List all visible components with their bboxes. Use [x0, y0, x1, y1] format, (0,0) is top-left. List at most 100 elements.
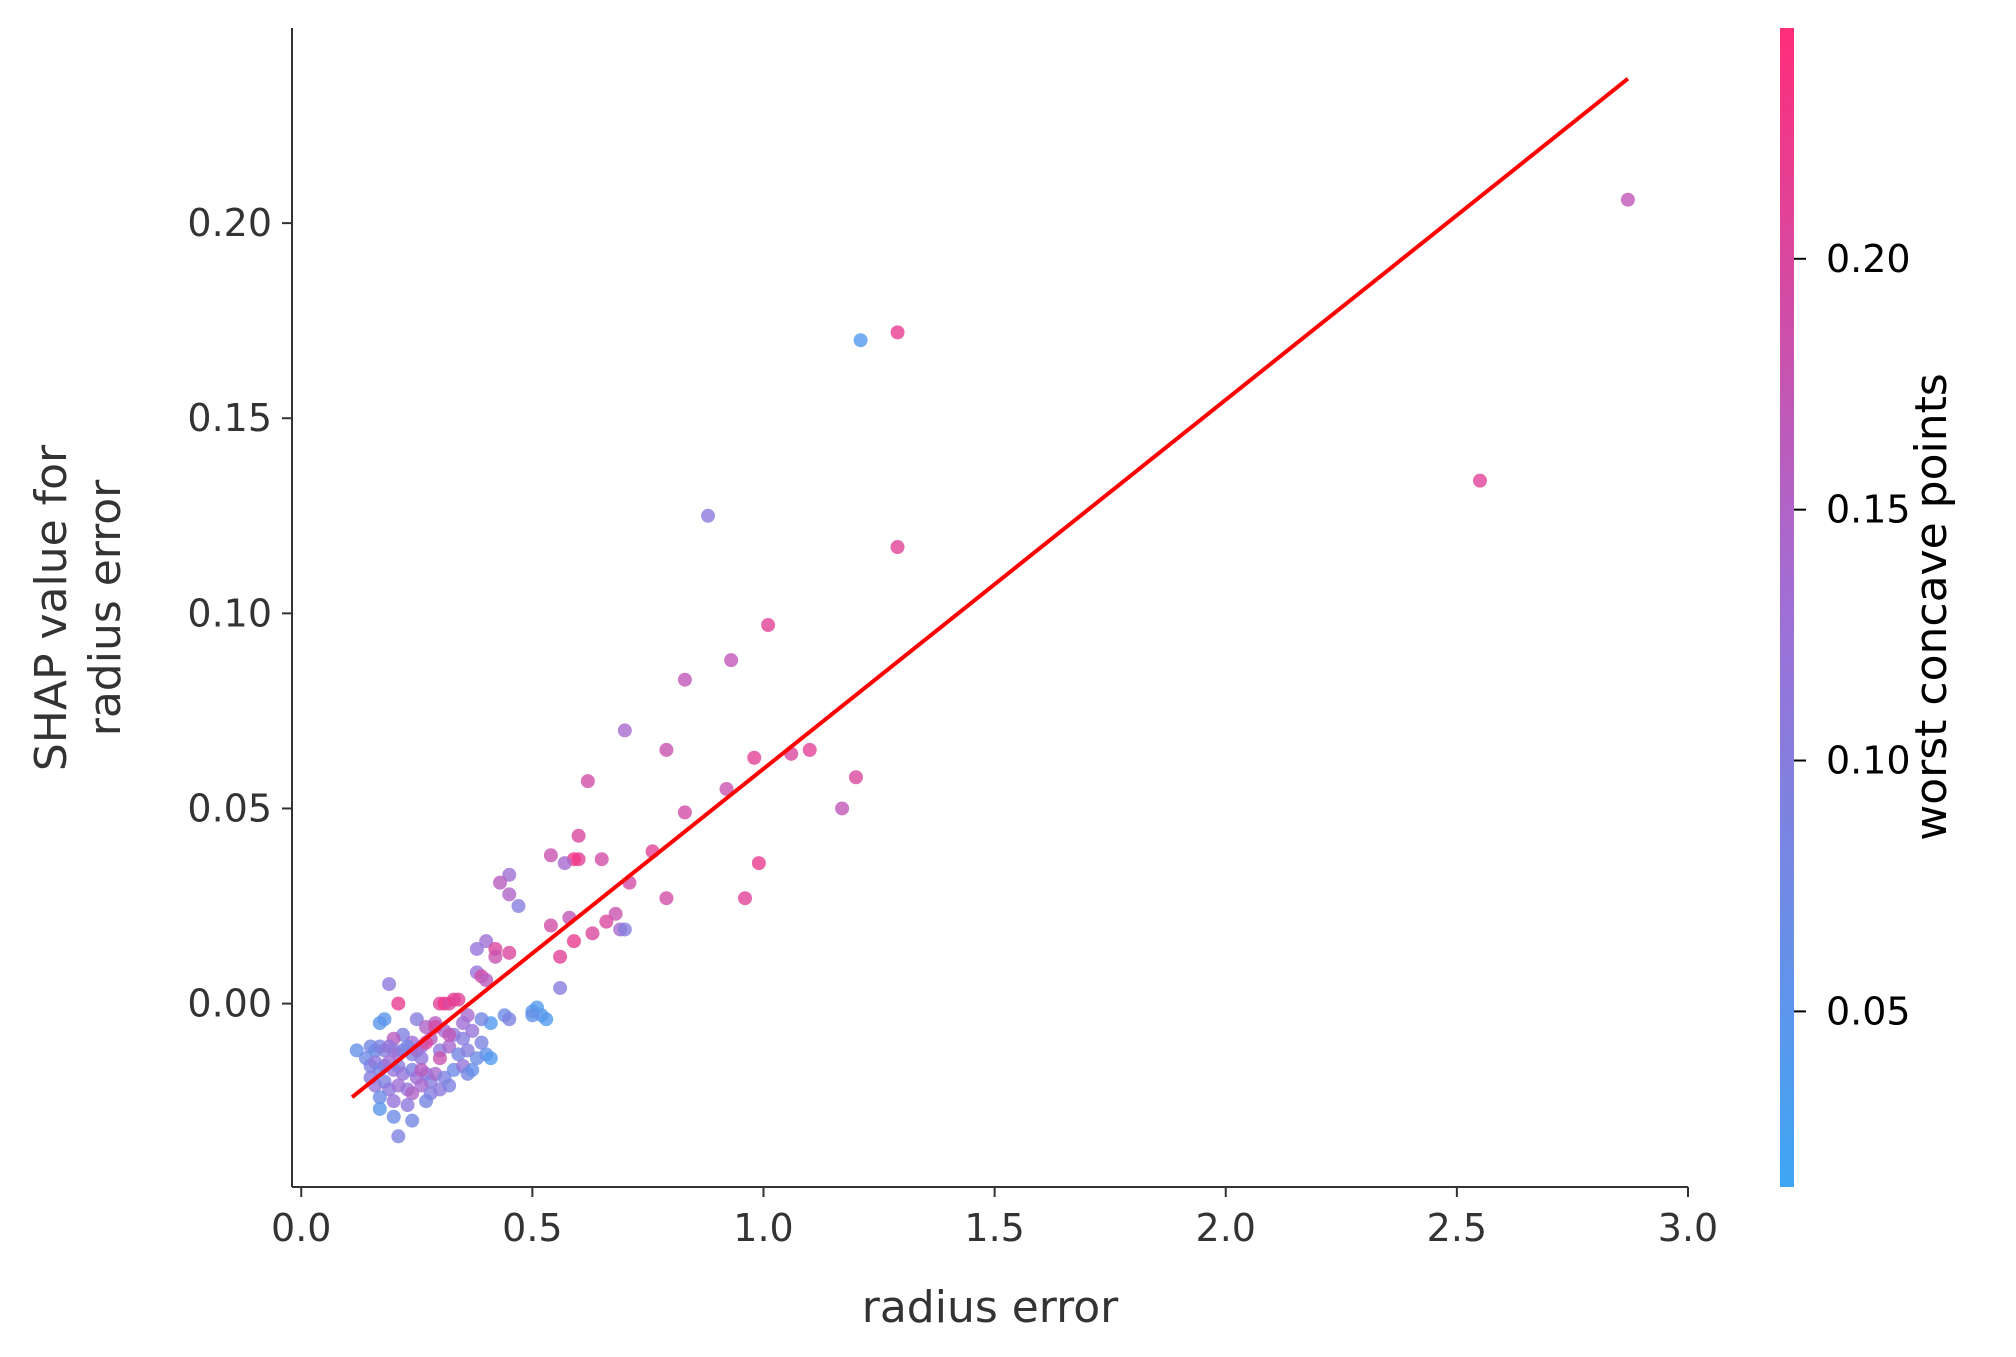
- colorbar: [1780, 28, 1794, 1187]
- x-tick-label: 0.5: [502, 1206, 562, 1250]
- scatter-point: [608, 906, 623, 921]
- scatter-point: [594, 852, 609, 867]
- scatter-point: [414, 1051, 429, 1066]
- scatter-point: [502, 867, 517, 882]
- scatter-point: [835, 801, 850, 816]
- scatter-point: [617, 922, 632, 937]
- x-ticks: 0.0 0.5 1.0 1.5 2.0 2.5 3.0: [271, 1187, 1718, 1250]
- scatter-point: [747, 750, 762, 765]
- scatter-point: [469, 941, 484, 956]
- scatter-point: [456, 1016, 471, 1031]
- scatter-point: [372, 1016, 387, 1031]
- axes: [291, 28, 1688, 1188]
- y-tick-label: 0.20: [187, 201, 272, 245]
- x-axis-label: radius error: [862, 1282, 1119, 1333]
- scatter-point: [677, 672, 692, 687]
- scatter-point: [853, 333, 868, 348]
- y-tick-label: 0.00: [187, 982, 272, 1026]
- y-tick-label: 0.10: [187, 591, 272, 635]
- scatter-point: [442, 1078, 457, 1093]
- scatter-point: [432, 1051, 447, 1066]
- scatter-point: [502, 887, 517, 902]
- scatter-point: [525, 1008, 540, 1023]
- scatter-point: [543, 918, 558, 933]
- scatter-point: [372, 1090, 387, 1105]
- scatter-point: [349, 1043, 364, 1058]
- y-axis-label-line2: radius error: [80, 479, 131, 736]
- scatter-point: [659, 742, 674, 757]
- x-tick-label: 1.0: [733, 1206, 793, 1250]
- scatter-point: [382, 977, 397, 992]
- scatter-point: [571, 828, 586, 843]
- scatter-point: [719, 781, 734, 796]
- colorbar-label: worst concave points: [1906, 373, 1957, 841]
- scatter-point: [1620, 192, 1635, 207]
- colorbar-tick-label: 0.05: [1826, 989, 1911, 1033]
- colorbar-tick-label: 0.10: [1826, 739, 1911, 783]
- scatter-point: [802, 742, 817, 757]
- scatter-point: [848, 770, 863, 785]
- scatter-point: [502, 945, 517, 960]
- colorbar-tick-label: 0.20: [1826, 237, 1911, 281]
- scatter-point: [751, 856, 766, 871]
- scatter-point: [372, 1101, 387, 1116]
- scatter-point: [405, 1113, 420, 1128]
- scatter-point: [553, 949, 568, 964]
- scatter-point: [409, 1012, 424, 1027]
- x-tick-label: 3.0: [1658, 1206, 1718, 1250]
- scatter-point: [890, 540, 905, 555]
- y-tick-label: 0.05: [187, 786, 272, 830]
- x-tick-label: 0.0: [271, 1206, 331, 1250]
- scatter-point: [659, 891, 674, 906]
- scatter-point: [580, 774, 595, 789]
- scatter-point: [599, 914, 614, 929]
- scatter-point: [391, 996, 406, 1011]
- colorbar-ticks: 0.05 0.10 0.15 0.20: [1794, 237, 1911, 1033]
- scatter-point: [456, 1031, 471, 1046]
- scatter-point: [493, 875, 508, 890]
- scatter-point: [1472, 473, 1487, 488]
- scatter-point: [557, 856, 572, 871]
- scatter-points: [349, 192, 1635, 1144]
- scatter-point: [460, 1043, 475, 1058]
- scatter-point: [701, 508, 716, 523]
- x-tick-label: 1.5: [964, 1206, 1024, 1250]
- scatter-point: [479, 934, 494, 949]
- scatter-point: [585, 926, 600, 941]
- y-ticks: 0.00 0.05 0.10 0.15 0.20: [187, 201, 292, 1026]
- scatter-point: [539, 1012, 554, 1027]
- scatter-point: [553, 980, 568, 995]
- scatter-point: [761, 618, 776, 633]
- scatter-point: [502, 1012, 517, 1027]
- scatter-point: [724, 653, 739, 668]
- colorbar-tick-label: 0.15: [1826, 488, 1911, 532]
- scatter-point: [474, 1012, 489, 1027]
- scatter-point: [617, 723, 632, 738]
- scatter-point: [543, 848, 558, 863]
- scatter-point: [414, 1078, 429, 1093]
- y-axis-label-group: SHAP value for radius error: [26, 444, 131, 771]
- scatter-point: [391, 1129, 406, 1144]
- scatter-point: [677, 805, 692, 820]
- scatter-point: [442, 1027, 457, 1042]
- scatter-point: [465, 1062, 480, 1077]
- scatter-point: [451, 992, 466, 1007]
- x-tick-label: 2.0: [1196, 1206, 1256, 1250]
- y-tick-label: 0.15: [187, 396, 272, 440]
- scatter-point: [479, 973, 494, 988]
- scatter-point: [419, 1094, 434, 1109]
- scatter-point: [405, 1086, 420, 1101]
- trend-line: [350, 77, 1630, 1099]
- scatter-point: [738, 891, 753, 906]
- scatter-point: [474, 1035, 489, 1050]
- scatter-point: [483, 1051, 498, 1066]
- scatter-point: [386, 1094, 401, 1109]
- scatter-point: [488, 949, 503, 964]
- scatter-point: [442, 1039, 457, 1054]
- scatter-point: [465, 1023, 480, 1038]
- scatter-point: [511, 899, 526, 914]
- x-tick-label: 2.5: [1427, 1206, 1487, 1250]
- scatter-point: [386, 1109, 401, 1124]
- y-axis-label-line1: SHAP value for: [26, 444, 77, 771]
- scatter-point: [566, 934, 581, 949]
